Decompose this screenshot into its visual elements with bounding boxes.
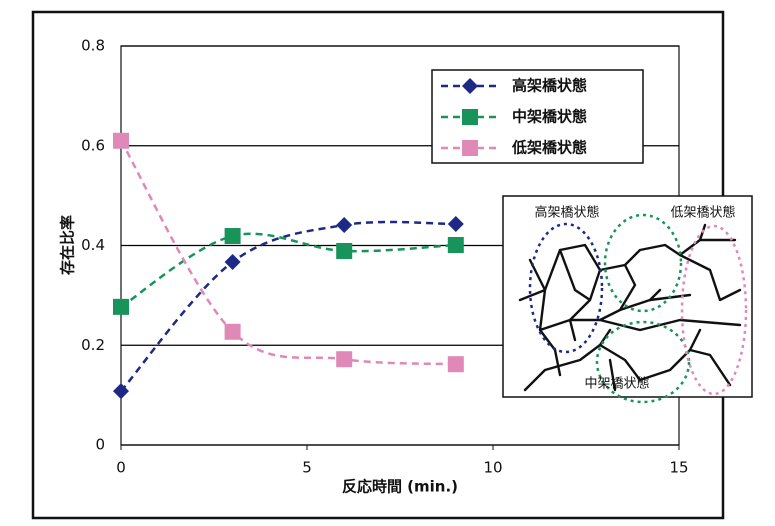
y-axis-label: 存在比率: [59, 215, 77, 275]
legend-label: 低架橋状態: [511, 139, 587, 157]
marker: [447, 216, 464, 233]
series-line: [120, 232, 456, 308]
marker: [113, 132, 129, 149]
series-line: [119, 140, 456, 366]
marker: [224, 228, 241, 245]
annotation: 高架橋状態: [534, 205, 599, 221]
marker: [224, 323, 241, 340]
marker: [462, 109, 478, 125]
y-tick-label: 0.8: [81, 37, 105, 55]
inset-diagram: 高架橋状態 低架橋状態 中架橋状態: [502, 195, 753, 404]
x-tick-label: 0: [116, 459, 126, 477]
low-region: [680, 224, 748, 396]
marker: [336, 351, 353, 368]
mid-region: [595, 320, 691, 404]
y-tick-label: 0.6: [81, 136, 105, 154]
y-tick-label: 0: [95, 436, 105, 454]
annotation: 中架橋状態: [584, 376, 649, 392]
x-tick-label: 10: [483, 459, 502, 477]
legend-label: 中架橋状態: [512, 108, 587, 126]
marker: [447, 237, 464, 254]
marker: [447, 356, 464, 373]
marker: [336, 242, 353, 259]
high-region: [528, 222, 604, 354]
y-tick-label: 0.4: [81, 236, 105, 254]
legend-label: 高架橋状態: [512, 77, 587, 95]
mid-region: [603, 213, 683, 313]
x-tick-label: 15: [669, 459, 688, 477]
marker: [113, 298, 129, 315]
marker: [462, 140, 478, 156]
marker: [462, 78, 478, 94]
x-tick-label: 5: [302, 459, 312, 477]
marker: [224, 253, 241, 270]
y-tick-label: 0.2: [81, 336, 105, 354]
x-axis-label: 反応時間 (min.): [342, 478, 458, 496]
marker: [113, 383, 129, 400]
marker: [336, 217, 353, 234]
series-line: [120, 220, 456, 392]
annotation: 低架橋状態: [670, 205, 735, 221]
network-strands: [518, 223, 742, 392]
